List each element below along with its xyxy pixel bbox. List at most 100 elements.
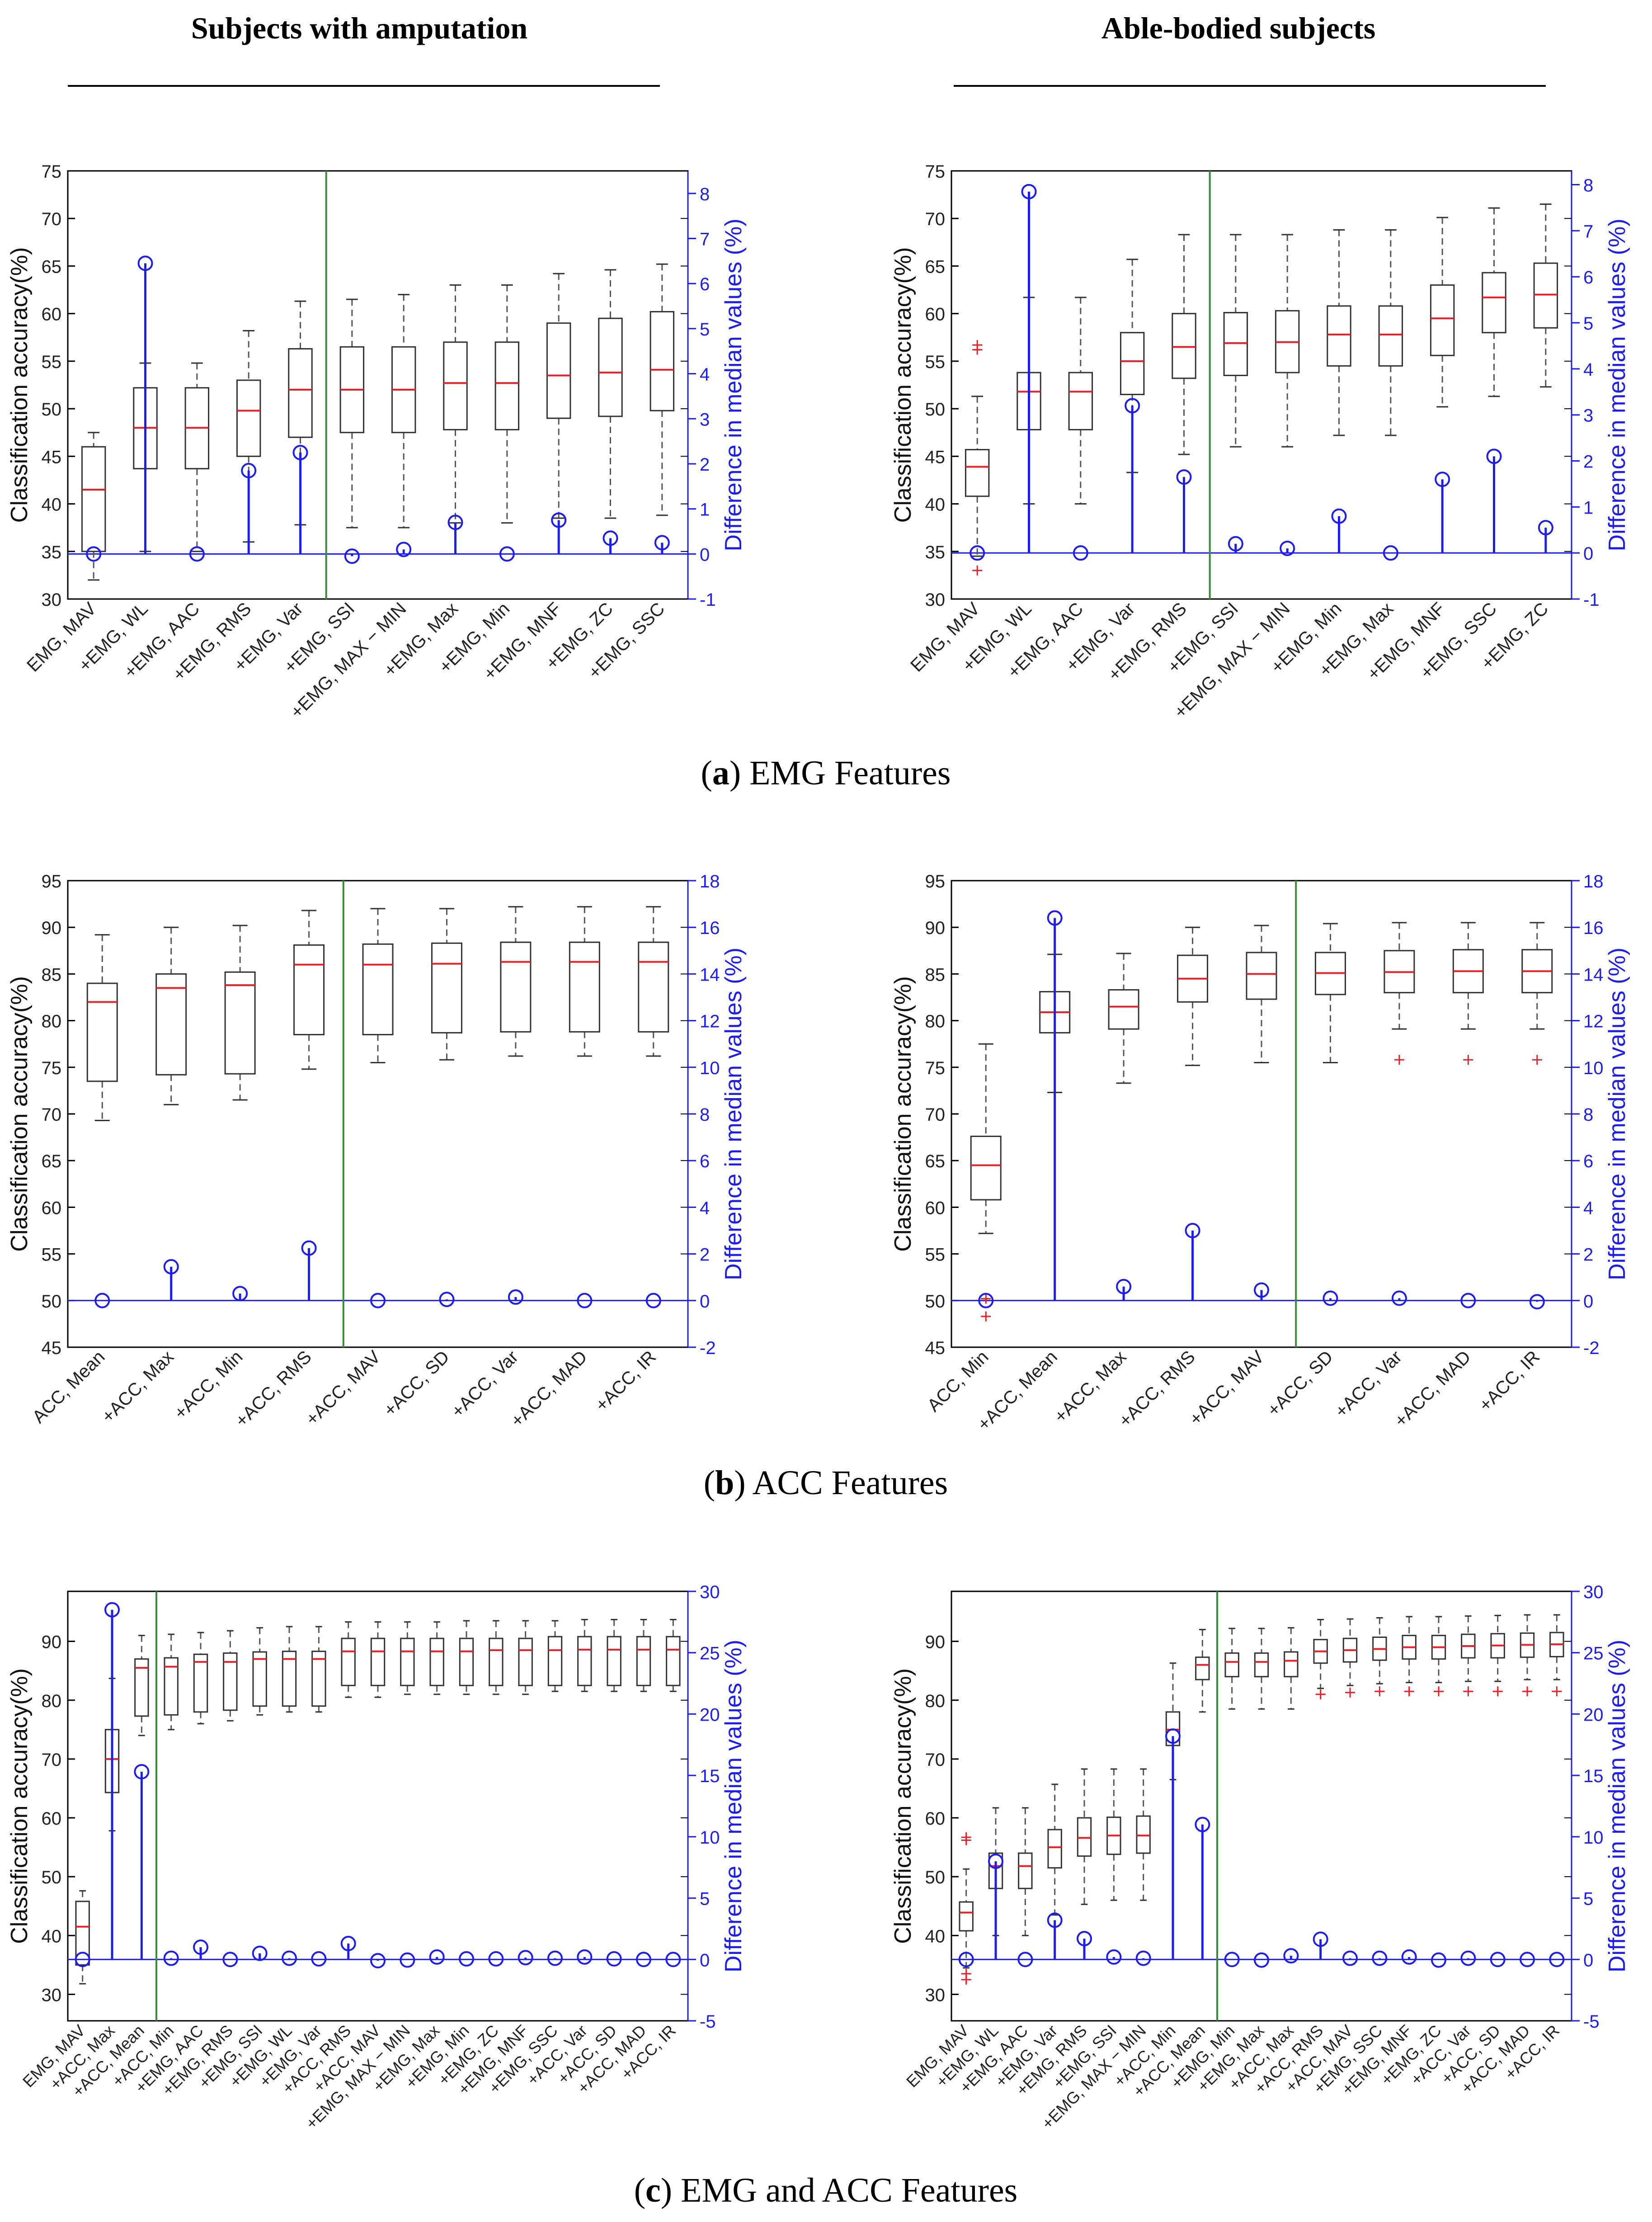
diff-point bbox=[163, 1259, 179, 1274]
diff-point bbox=[292, 445, 308, 461]
y-tick-label: 50 bbox=[925, 1292, 946, 1311]
y-tick-label: 45 bbox=[42, 1338, 62, 1358]
y2-tick-label: 12 bbox=[1583, 1012, 1604, 1032]
y-tick-label: 40 bbox=[42, 495, 62, 515]
chart-b-right: 45 50 55 60 65 70 75 80 85 90 95 -2 0 2 4 6 8 10 12 14 16 18 C… bbox=[890, 872, 1630, 1434]
caption-b-letter: b bbox=[715, 1464, 734, 1502]
box bbox=[81, 446, 106, 552]
y2-tick-label: 10 bbox=[700, 1828, 720, 1848]
y2-tick-label: 10 bbox=[700, 1058, 720, 1078]
box bbox=[607, 1636, 621, 1686]
diff-point bbox=[1401, 1949, 1417, 1965]
diff-point bbox=[396, 542, 412, 557]
y-tick-label: 55 bbox=[925, 352, 946, 372]
y2-tick-label: 5 bbox=[700, 320, 710, 340]
y-tick-label: 75 bbox=[925, 162, 946, 182]
box bbox=[500, 941, 532, 1033]
box bbox=[459, 1637, 474, 1686]
box bbox=[431, 942, 462, 1033]
diff-point bbox=[429, 1949, 445, 1965]
box bbox=[547, 1636, 563, 1686]
box bbox=[1327, 305, 1351, 367]
box bbox=[666, 1636, 681, 1686]
box bbox=[1378, 305, 1403, 367]
diff-point bbox=[1323, 1290, 1338, 1306]
y-tick-label: 50 bbox=[42, 1292, 62, 1311]
diff-point bbox=[340, 1936, 356, 1951]
plot-area bbox=[951, 170, 1572, 600]
diff-point bbox=[1195, 1816, 1210, 1832]
diff-point bbox=[1460, 1950, 1476, 1966]
box bbox=[1068, 372, 1093, 430]
y-tick-label: 45 bbox=[42, 447, 62, 467]
diff-point bbox=[665, 1952, 681, 1967]
box bbox=[494, 341, 520, 430]
box bbox=[965, 449, 990, 497]
box bbox=[636, 1636, 651, 1686]
header-left: Subjects with amputation bbox=[191, 11, 527, 45]
y2-tick-label: 4 bbox=[1583, 360, 1593, 380]
diff-point bbox=[1073, 545, 1088, 561]
y-tick-label: 30 bbox=[42, 590, 62, 610]
diff-point bbox=[459, 1951, 474, 1967]
diff-point bbox=[1538, 520, 1553, 536]
y2-tick-label: -5 bbox=[700, 2012, 716, 2032]
y-tick-label: 65 bbox=[925, 257, 946, 277]
y2-tick-label: 14 bbox=[700, 965, 720, 985]
box bbox=[959, 1901, 974, 1932]
diff-point bbox=[1047, 1912, 1063, 1928]
diff-point bbox=[1431, 1952, 1446, 1968]
y-tick-label: 80 bbox=[42, 1691, 62, 1711]
y2-tick-label: 20 bbox=[700, 1705, 720, 1725]
box bbox=[638, 941, 669, 1033]
x-tick-label: +ACC, MAV bbox=[302, 1347, 384, 1429]
y-tick-label: 70 bbox=[925, 1105, 946, 1125]
diff-point bbox=[193, 1939, 208, 1955]
diff-point bbox=[1490, 1952, 1506, 1967]
caption-b-text: ACC Features bbox=[746, 1464, 948, 1502]
y-tick-label: 75 bbox=[42, 1058, 62, 1078]
y2-axis-label: Difference in median values (%) bbox=[720, 1640, 747, 1972]
diff-point bbox=[1372, 1950, 1388, 1966]
y2-tick-label: 4 bbox=[700, 365, 710, 385]
box bbox=[1018, 1852, 1033, 1889]
y-axis-label: Classification accuracy(%) bbox=[890, 247, 916, 523]
y-tick-label: 40 bbox=[925, 495, 946, 515]
y2-tick-label: 16 bbox=[1583, 918, 1604, 938]
y2-tick-label: 5 bbox=[1583, 1889, 1593, 1909]
box bbox=[970, 1136, 1002, 1201]
y-tick-label: 70 bbox=[925, 209, 946, 229]
y2-tick-label: -1 bbox=[1583, 590, 1600, 610]
diff-point bbox=[232, 1286, 248, 1302]
y-axis-label: Classification accuracy(%) bbox=[6, 247, 33, 523]
y-tick-label: 60 bbox=[925, 1198, 946, 1218]
y2-tick-label: 8 bbox=[1583, 1105, 1593, 1125]
x-tick-label: +ACC, SD bbox=[1263, 1347, 1337, 1420]
diff-point bbox=[606, 1951, 622, 1967]
y-tick-label: 60 bbox=[42, 1809, 62, 1829]
x-tick-label: +ACC, SD bbox=[380, 1347, 453, 1420]
box bbox=[1533, 262, 1558, 329]
diff-point bbox=[1176, 469, 1192, 485]
diff-point bbox=[1486, 448, 1502, 464]
y2-tick-label: 25 bbox=[700, 1644, 720, 1664]
y2-tick-label: 8 bbox=[700, 184, 710, 204]
y2-tick-label: -2 bbox=[700, 1338, 716, 1358]
diff-point bbox=[1116, 1278, 1132, 1294]
diff-point bbox=[1283, 1948, 1299, 1964]
y2-tick-label: 15 bbox=[1583, 1766, 1604, 1786]
y-tick-label: 35 bbox=[925, 543, 946, 562]
y2-tick-label: 4 bbox=[1583, 1198, 1593, 1218]
diff-point bbox=[978, 1293, 994, 1308]
chart-a-left: 30354045505560657075-1012345678Classific… bbox=[6, 162, 747, 722]
box bbox=[1108, 989, 1139, 1030]
y-tick-label: 80 bbox=[42, 1012, 62, 1032]
box bbox=[1120, 332, 1145, 396]
y-tick-label: 45 bbox=[925, 447, 946, 467]
y2-tick-label: 1 bbox=[1583, 498, 1593, 518]
diff-point bbox=[1077, 1931, 1092, 1947]
y-tick-label: 50 bbox=[925, 1868, 946, 1887]
diff-point bbox=[1435, 472, 1450, 487]
diff-point bbox=[1135, 1950, 1151, 1966]
box bbox=[288, 348, 313, 438]
